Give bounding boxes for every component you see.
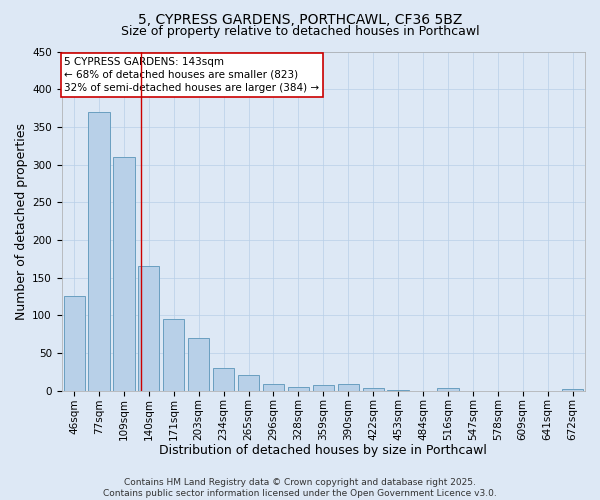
Text: 5 CYPRESS GARDENS: 143sqm
← 68% of detached houses are smaller (823)
32% of semi: 5 CYPRESS GARDENS: 143sqm ← 68% of detac… [64,56,319,93]
Bar [64,296,85,390]
Bar [138,266,160,390]
Text: Size of property relative to detached houses in Porthcawl: Size of property relative to detached ho… [121,25,479,38]
Bar [437,388,458,390]
Bar [288,387,309,390]
Text: Contains HM Land Registry data © Crown copyright and database right 2025.
Contai: Contains HM Land Registry data © Crown c… [103,478,497,498]
Bar [362,388,384,390]
Y-axis label: Number of detached properties: Number of detached properties [15,122,28,320]
X-axis label: Distribution of detached houses by size in Porthcawl: Distribution of detached houses by size … [160,444,487,458]
Bar [562,389,583,390]
Bar [113,157,134,390]
Bar [163,319,184,390]
Bar [238,374,259,390]
Bar [263,384,284,390]
Bar [88,112,110,390]
Bar [188,338,209,390]
Bar [313,386,334,390]
Text: 5, CYPRESS GARDENS, PORTHCAWL, CF36 5BZ: 5, CYPRESS GARDENS, PORTHCAWL, CF36 5BZ [138,12,462,26]
Bar [213,368,234,390]
Bar [338,384,359,390]
